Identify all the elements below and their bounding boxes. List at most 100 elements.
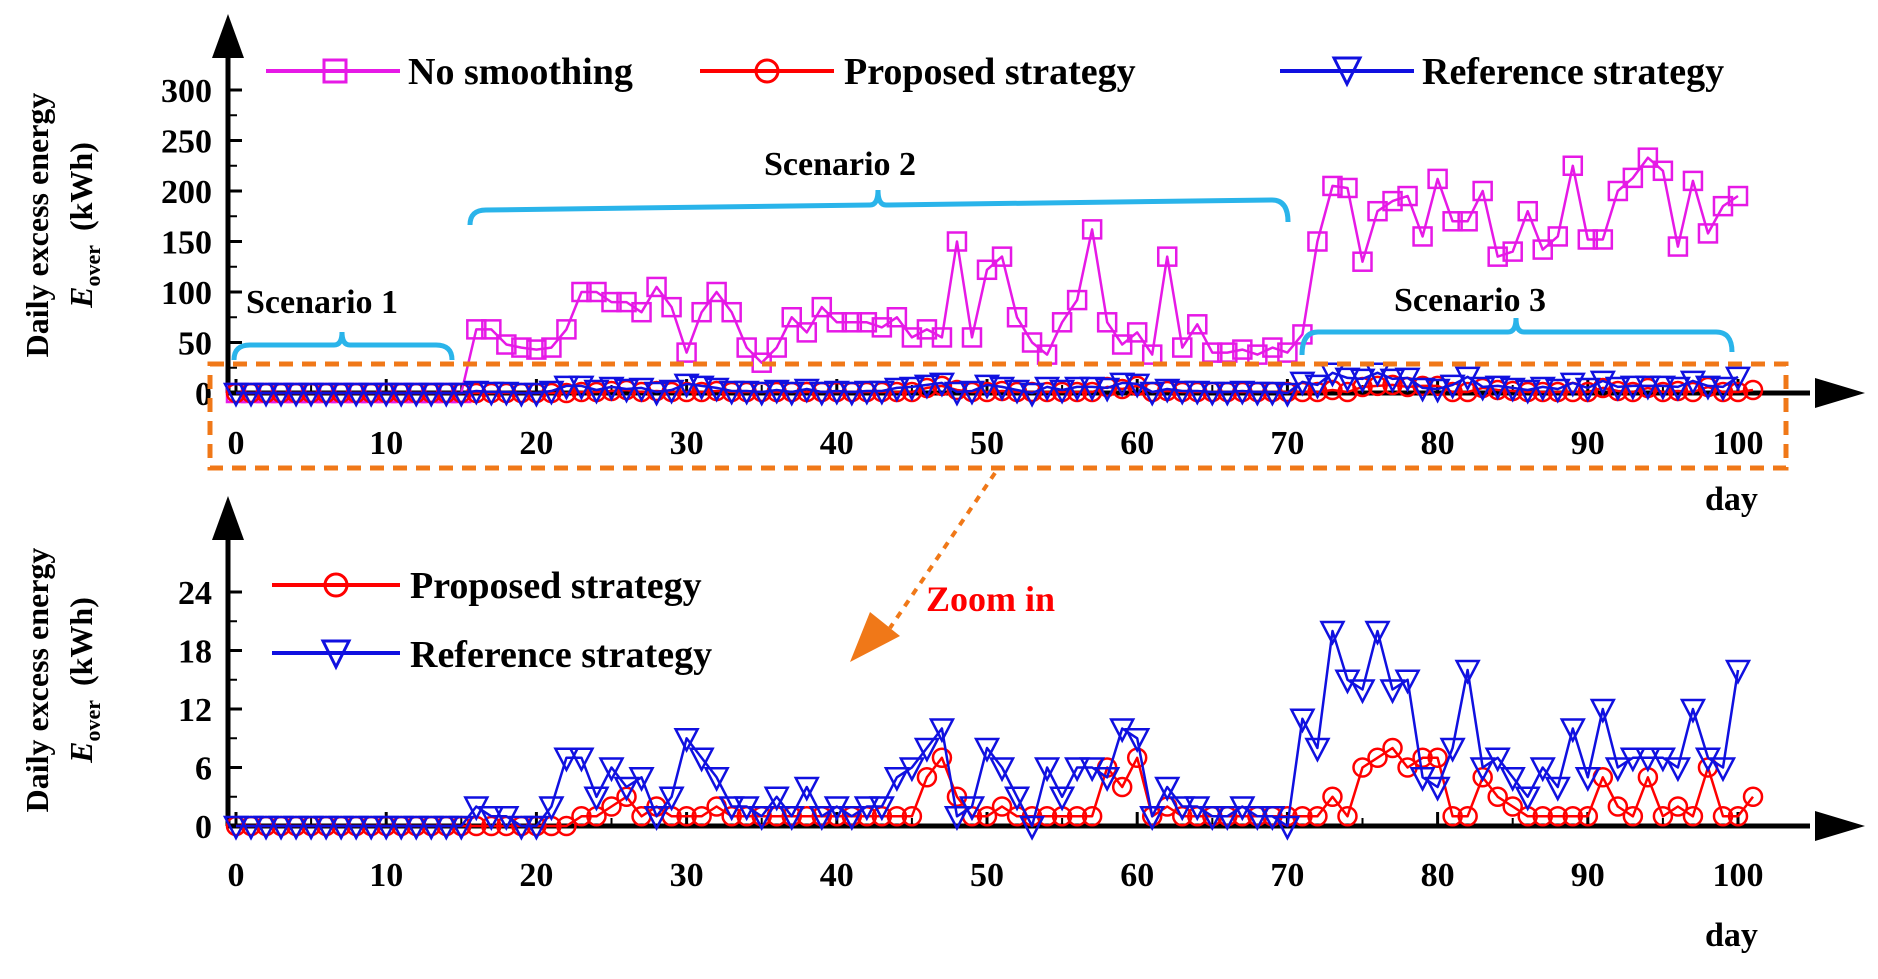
top-point-proposed-strategy-95	[1652, 381, 1674, 403]
bottom-point-reference-strategy-7	[328, 815, 355, 841]
top-point-reference-strategy-6	[313, 382, 340, 408]
top-point-proposed-strategy-93	[1622, 381, 1644, 403]
top-point-no-smoothing-90	[1577, 229, 1599, 250]
bottom-point-proposed-strategy-51	[991, 796, 1013, 817]
top-point-no-smoothing-63	[1172, 337, 1193, 358]
top-point-no-smoothing-19	[511, 337, 532, 358]
zoom-label: Zoom in	[926, 579, 1055, 619]
top-point-reference-strategy-52	[1003, 379, 1031, 405]
bottom-point-reference-strategy-2	[252, 815, 280, 841]
top-point-no-smoothing-44	[886, 307, 908, 328]
top-point-no-smoothing-42	[856, 312, 878, 333]
bottom-point-reference-strategy-35	[748, 806, 775, 831]
top-x-axis-arrow	[1815, 378, 1865, 408]
top-point-reference-strategy-34	[733, 380, 760, 406]
top-point-reference-strategy-22	[553, 375, 580, 401]
bottom-point-proposed-strategy-100	[1727, 806, 1749, 827]
bottom-point-reference-strategy-6	[313, 815, 340, 841]
top-point-reference-strategy-54	[1034, 376, 1061, 402]
bottom-point-reference-strategy-58	[1094, 767, 1121, 792]
bottom-ytick-label: 24	[178, 575, 212, 612]
top-point-proposed-strategy-72	[1307, 381, 1328, 403]
top-point-no-smoothing-57	[1081, 219, 1103, 240]
top-point-no-smoothing-59	[1111, 334, 1133, 355]
bottom-point-reference-strategy-84	[1484, 747, 1511, 773]
top-ytick-label: 150	[161, 225, 212, 262]
bottom-series	[222, 620, 1764, 841]
top-xlabel: day	[1705, 481, 1758, 518]
legend-no-smoothing-label: No smoothing	[408, 51, 633, 93]
top-y-axis-arrow	[212, 14, 244, 58]
bottom-point-reference-strategy-42	[853, 796, 880, 822]
bottom-point-reference-strategy-31	[688, 747, 715, 773]
top-point-no-smoothing-36	[766, 337, 787, 358]
top-point-reference-strategy-21	[538, 380, 565, 406]
bottom-point-reference-strategy-15	[448, 815, 475, 841]
bottom-xtick-label: 50	[970, 857, 1004, 894]
top-point-no-smoothing-77	[1382, 190, 1403, 212]
top-point-no-smoothing-82	[1457, 211, 1478, 232]
top-ytick-label: 50	[178, 326, 212, 363]
bottom-point-reference-strategy-30	[673, 728, 700, 753]
bottom-point-reference-strategy-1	[237, 815, 265, 841]
bottom-point-reference-strategy-22	[553, 747, 580, 773]
top-point-reference-strategy-51	[988, 376, 1016, 402]
bottom-point-reference-strategy-76	[1364, 620, 1391, 646]
top-point-reference-strategy-7	[328, 382, 355, 408]
legend-no-smoothing-marker	[322, 58, 348, 84]
bottom-y-axis-arrow	[212, 496, 244, 540]
bottom-point-reference-strategy-81	[1439, 737, 1466, 763]
bottom-point-reference-strategy-0	[222, 815, 250, 841]
top-line-no-smoothing	[236, 156, 1739, 395]
bottom-point-reference-strategy-27	[628, 767, 655, 792]
zoom-arrow-line	[888, 471, 997, 630]
top-xtick-label: 30	[670, 425, 704, 462]
top-point-no-smoothing-21	[541, 337, 562, 358]
top-point-reference-strategy-65	[1199, 381, 1226, 407]
bottom-point-proposed-strategy-90	[1577, 806, 1599, 827]
top-point-no-smoothing-30	[676, 342, 697, 363]
legend2-reference-marker	[320, 639, 352, 671]
top-point-reference-strategy-93	[1619, 375, 1646, 401]
top-point-no-smoothing-25	[601, 291, 622, 313]
bottom-point-proposed-strategy-45	[901, 806, 923, 827]
bottom-point-reference-strategy-73	[1319, 620, 1346, 646]
top-point-reference-strategy-18	[493, 381, 520, 407]
top-point-reference-strategy-70	[1274, 382, 1301, 408]
bottom-ticks: 0 6 12 18 24 0 10 20 30 40 50 60 70 80 90 100	[178, 575, 1764, 894]
top-point-reference-strategy-77	[1379, 368, 1406, 394]
scenario-1-bracket	[231, 331, 455, 361]
top-ylabel-main: Daily excess energy	[19, 93, 55, 358]
bottom-point-reference-strategy-77	[1379, 679, 1406, 705]
top-point-no-smoothing-81	[1442, 211, 1463, 232]
bottom-xtick-label: 60	[1120, 857, 1154, 894]
top-point-no-smoothing-69	[1262, 337, 1283, 358]
bottom-point-reference-strategy-80	[1424, 776, 1451, 802]
bottom-point-reference-strategy-32	[703, 767, 730, 792]
bottom-point-proposed-strategy-89	[1562, 806, 1584, 827]
scenario-2-bracket	[467, 189, 1291, 226]
top-ylabel: Daily excess energy Eover(kWh)	[19, 93, 105, 358]
bottom-point-reference-strategy-55	[1049, 786, 1076, 812]
top-point-no-smoothing-97	[1682, 170, 1704, 192]
scenario-3-label: Scenario 3	[1394, 282, 1546, 319]
top-point-no-smoothing-40	[826, 312, 848, 333]
top-point-reference-strategy-61	[1139, 381, 1166, 407]
top-point-no-smoothing-79	[1412, 226, 1433, 247]
zoom-arrow-head	[850, 612, 900, 662]
top-point-reference-strategy-67	[1229, 380, 1256, 406]
bottom-xtick-label: 40	[820, 857, 854, 894]
bottom-xtick-label: 90	[1571, 857, 1605, 894]
bottom-point-reference-strategy-26	[613, 776, 640, 802]
top-point-reference-strategy-28	[643, 381, 670, 407]
bottom-point-proposed-strategy-22	[556, 815, 577, 837]
top-point-no-smoothing-67	[1232, 339, 1253, 360]
bottom-point-proposed-strategy-46	[916, 767, 938, 788]
bottom-point-reference-strategy-12	[403, 815, 430, 841]
top-point-reference-strategy-38	[793, 378, 820, 404]
bottom-point-proposed-strategy-25	[601, 796, 622, 817]
bottom-point-reference-strategy-24	[583, 786, 610, 812]
top-point-reference-strategy-48	[943, 381, 971, 407]
top-point-no-smoothing-58	[1096, 312, 1118, 333]
top-point-no-smoothing-75	[1352, 251, 1373, 272]
